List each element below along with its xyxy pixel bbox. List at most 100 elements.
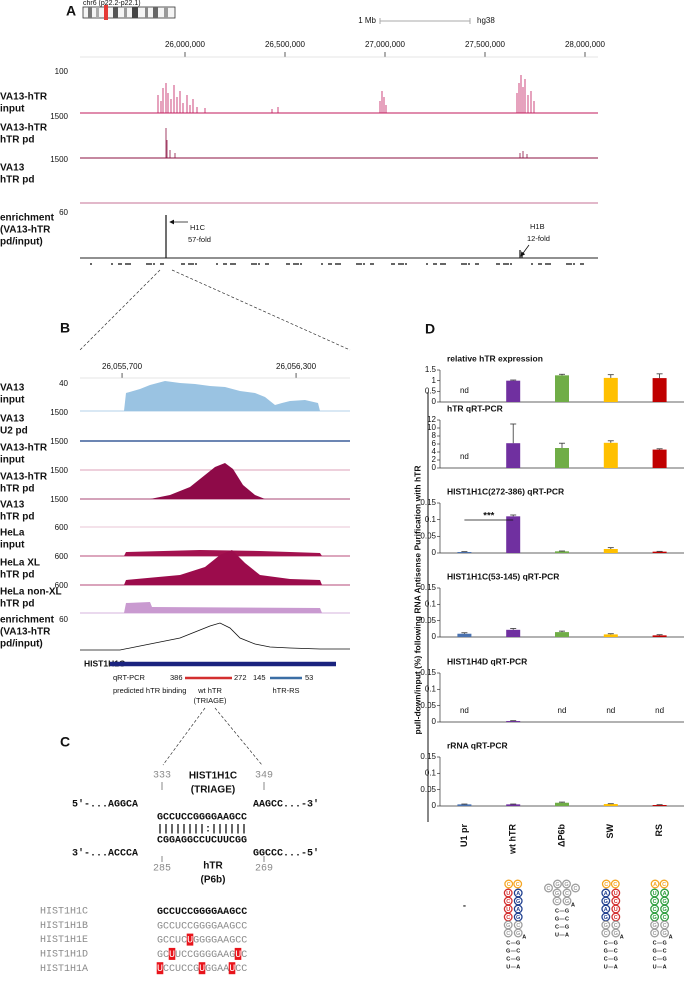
bar xyxy=(506,721,521,722)
assembly-label: hg38 xyxy=(477,16,495,25)
nucleotide xyxy=(601,928,611,938)
nucleotide-letter: A xyxy=(604,907,608,913)
nucleotide xyxy=(552,896,562,906)
y-axis-label: pull-down/input (%) following RNA Antise… xyxy=(412,466,422,735)
alignment-sequence: GCCUCCGGGGAAGCC xyxy=(157,907,247,918)
sequence-name: HIST1H1C xyxy=(189,771,237,782)
nucleotide-letter: G xyxy=(604,915,608,921)
track-label: input xyxy=(0,104,25,115)
nucleotide-letter: C xyxy=(653,940,657,946)
y-tick-label: 1 xyxy=(432,376,437,385)
signal-line xyxy=(80,622,350,651)
bar xyxy=(652,449,667,468)
y-tick-label: 10 xyxy=(427,423,436,432)
nucleotide-letter: C xyxy=(653,907,657,913)
track-scale: 1500 xyxy=(50,155,68,164)
bar xyxy=(555,632,569,637)
track-label: hTR pd xyxy=(0,599,34,610)
binding-label: wt hTR xyxy=(197,686,222,695)
nucleotide xyxy=(504,879,514,889)
flank: 5′-...AGGCA xyxy=(72,799,138,811)
nucleotide-letter: U xyxy=(653,891,657,897)
zoom-line xyxy=(171,269,351,351)
bar xyxy=(457,633,472,637)
primer-coord: 145 xyxy=(253,673,266,682)
nucleotide-letter: G xyxy=(565,908,569,914)
nucleotide-letter: C xyxy=(506,956,510,962)
panel-label: A xyxy=(66,3,76,19)
alignment-name: HIST1H1B xyxy=(40,921,88,932)
nucleotide-letter: C xyxy=(653,899,657,905)
nucleotide-letter: U xyxy=(506,964,510,970)
zoom-line xyxy=(162,707,206,766)
bar xyxy=(555,375,569,402)
bar xyxy=(506,629,521,637)
nucleotide-letter: C xyxy=(547,886,551,892)
track-label: hTR pd xyxy=(0,175,34,186)
binding-label: hTR-RS xyxy=(272,686,299,695)
error-bar xyxy=(607,440,614,443)
error-bar xyxy=(559,442,565,448)
x-tick-label: 26,055,700 xyxy=(102,362,143,371)
bar xyxy=(652,378,667,402)
track-label: VA13 xyxy=(0,500,25,511)
sequence-name: hTR xyxy=(203,861,223,872)
nucleotide-letter: C xyxy=(613,882,617,888)
bar xyxy=(652,635,667,637)
track-label: enrichment xyxy=(0,213,55,224)
bar xyxy=(457,552,472,553)
nucleotide-letter: G xyxy=(565,899,569,905)
nucleotide-letter: G xyxy=(516,931,520,937)
nucleotide-letter: G xyxy=(662,899,666,905)
nucleotide-letter: G xyxy=(564,882,568,888)
nucleotide-letter: C xyxy=(662,882,666,888)
chart-title: relative hTR expression xyxy=(447,353,543,363)
nucleotide xyxy=(659,879,669,889)
nucleotide xyxy=(611,928,621,938)
nucleotide-letter: C xyxy=(507,882,511,888)
track-label: HeLa xyxy=(0,528,25,539)
pairing: ||||||||:|||||| xyxy=(157,824,247,836)
nucleotide-letter: C xyxy=(663,915,667,921)
track-scale: 60 xyxy=(59,615,68,624)
nucleotide-letter: U xyxy=(614,891,618,897)
y-tick-label: 0 xyxy=(432,801,437,810)
alignment-name: HIST1H1C xyxy=(40,907,88,918)
nucleotide-letter: C xyxy=(574,886,578,892)
nucleotide xyxy=(553,879,562,889)
y-tick-label: 0 xyxy=(432,397,437,406)
bar xyxy=(603,804,618,806)
error-bar xyxy=(559,373,565,376)
nucleotide-letter: C xyxy=(604,940,608,946)
panel-label: D xyxy=(425,321,435,337)
chart-title: HIST1H1C(53-145) qRT-PCR xyxy=(447,571,559,581)
y-tick-label: 0.5 xyxy=(425,386,437,395)
significance-label: *** xyxy=(483,511,494,522)
track-label: VA13 xyxy=(0,383,25,394)
nucleotide xyxy=(650,879,660,889)
track-label: U2 pd xyxy=(0,426,28,437)
nucleotide-letter: A xyxy=(614,964,618,970)
nucleotide-letter: U xyxy=(653,964,657,970)
nucleotide-letter: G xyxy=(662,956,666,962)
track-label: HeLa non-XL xyxy=(0,587,62,598)
bar xyxy=(603,442,618,468)
mismatch-highlight xyxy=(228,962,236,975)
nucleotide xyxy=(660,928,670,938)
error-bar xyxy=(656,373,663,379)
nucleotide-letter: G xyxy=(516,956,520,962)
bar xyxy=(652,805,667,806)
nucleotide-letter: G xyxy=(555,916,559,922)
sequence: CGGAGGCCUCUUCGG xyxy=(157,836,247,847)
track-label: pd/input) xyxy=(0,639,43,650)
nucleotide-letter: G xyxy=(614,931,618,937)
nucleotide-letter: A xyxy=(604,891,608,897)
track-label: enrichment xyxy=(0,615,55,626)
nucleotide-letter: A xyxy=(522,934,526,940)
y-tick-label: 0.1 xyxy=(425,599,437,608)
track-scale: 1500 xyxy=(50,437,68,446)
signal-area xyxy=(124,602,322,613)
track-scale: 40 xyxy=(59,379,68,388)
nucleotide-letter: G xyxy=(604,948,608,954)
error-bar xyxy=(607,374,614,378)
